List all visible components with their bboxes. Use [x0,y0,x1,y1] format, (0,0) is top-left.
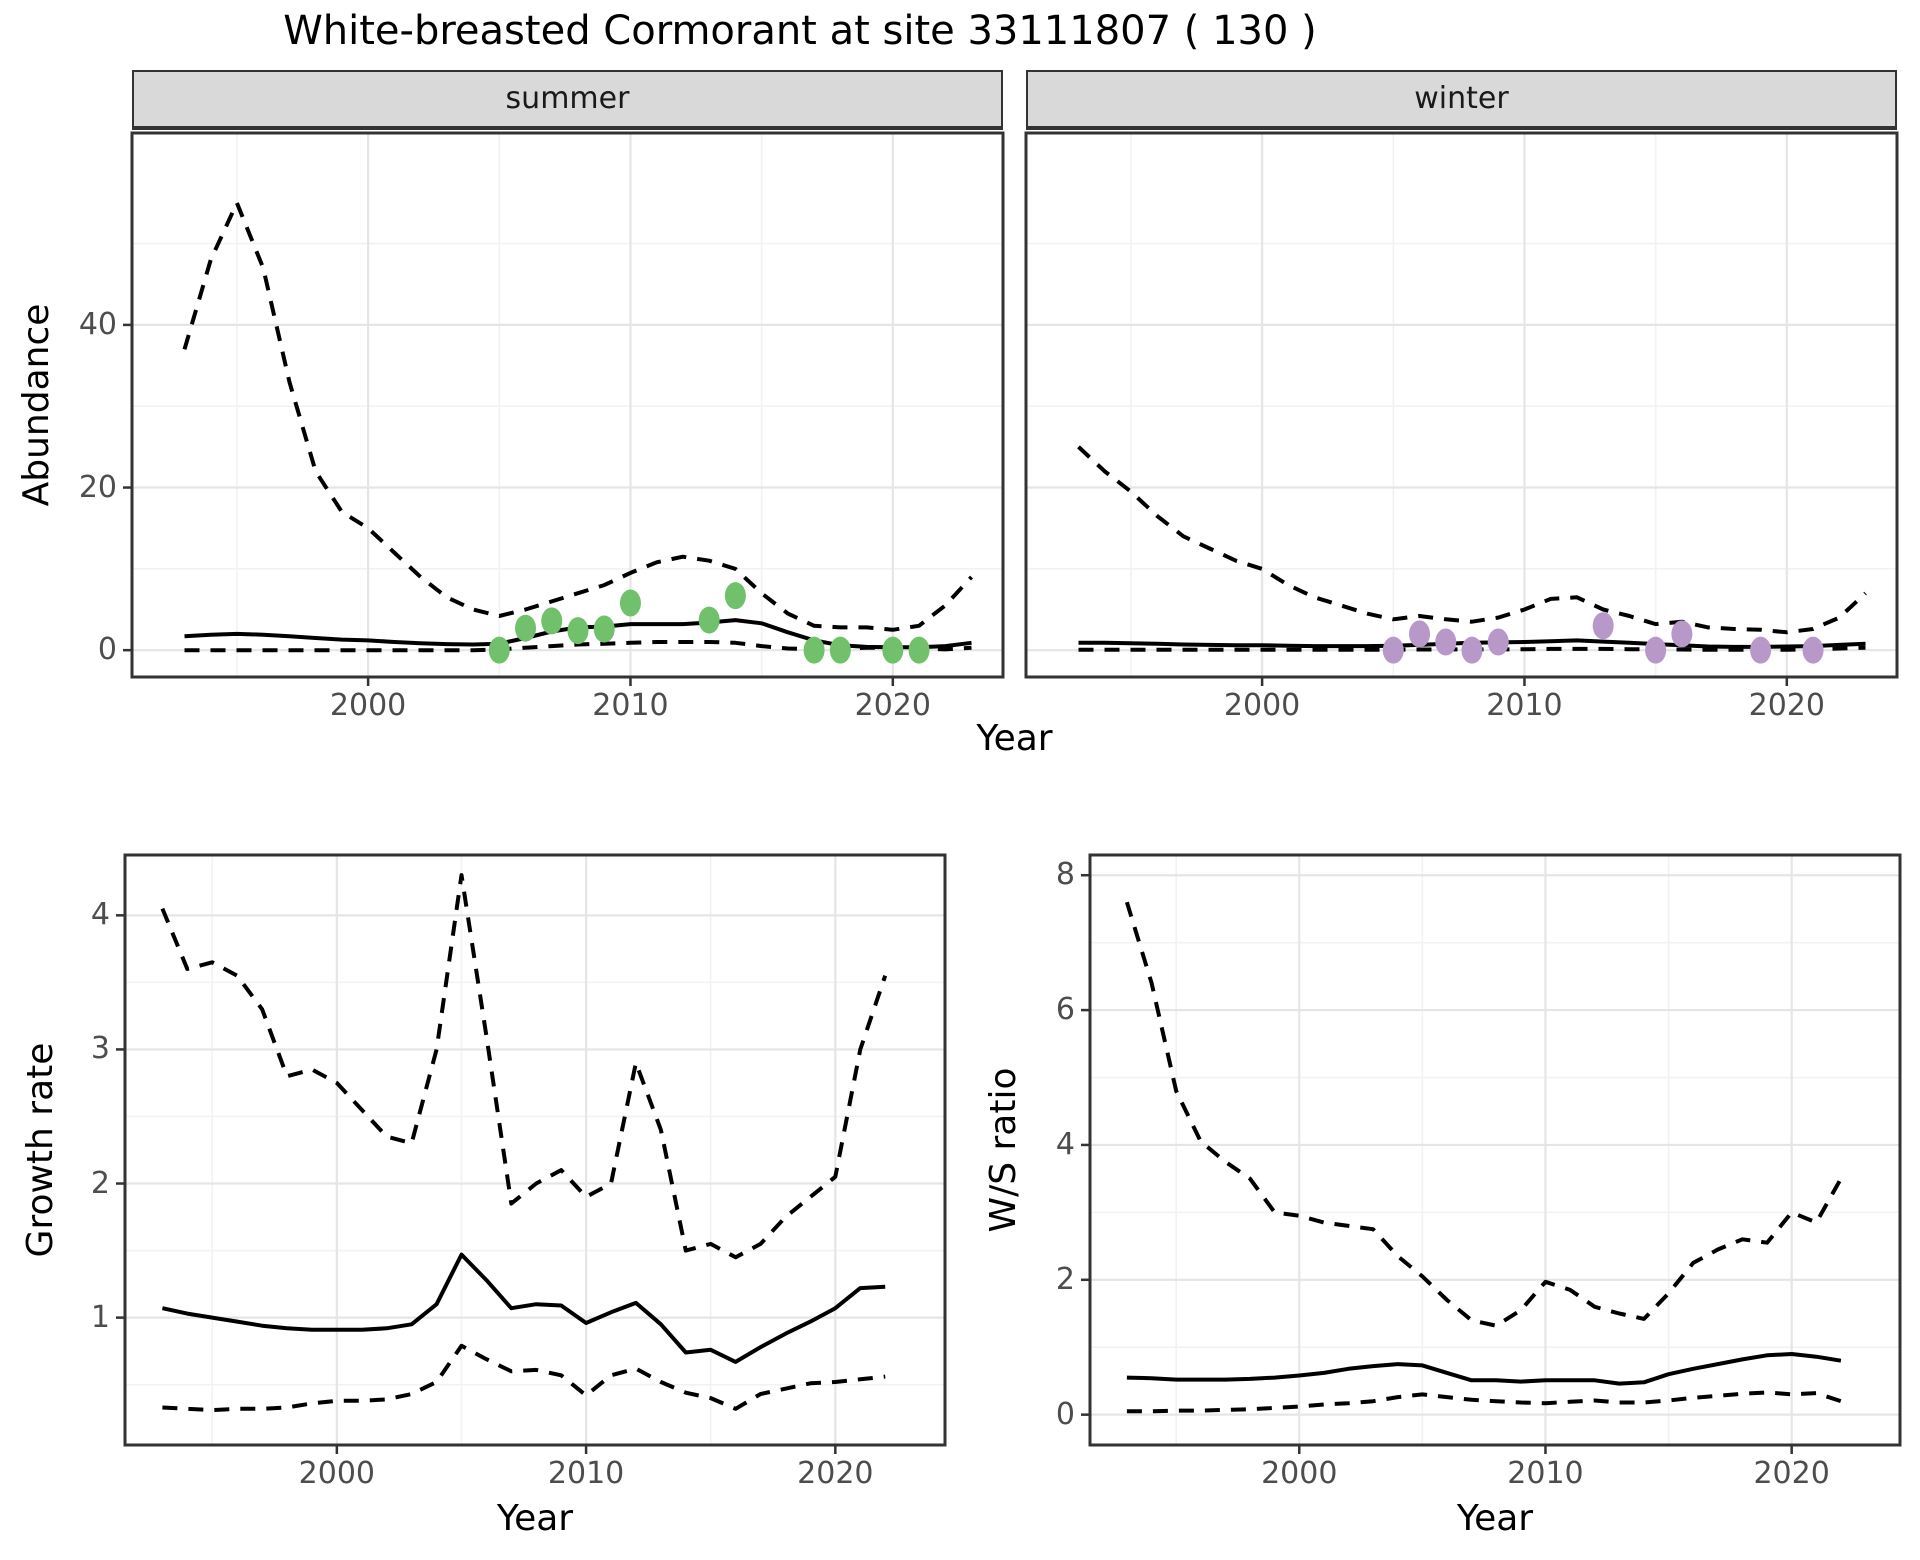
y-axis-title-growth-rate: Growth rate [20,1042,61,1258]
facet-strip-summer-label: summer [505,81,630,116]
x-tick-label: 2010 [1486,688,1563,723]
data-point-observed_counts [619,589,641,617]
data-point-observed_counts [1750,636,1772,664]
x-tick-label: 2000 [1261,1456,1338,1491]
y-tick-label: 2 [1055,1261,1075,1297]
data-point-observed_counts [724,582,746,610]
data-point-observed_counts [1461,636,1483,664]
abundance-summer-plot [123,131,1005,686]
series-modelled_mean [161,1252,886,1364]
y-tick-label: 6 [1055,992,1075,1028]
data-point-observed_counts [1671,620,1693,648]
data-point-observed_counts [803,636,825,664]
x-tick-label: 2000 [298,1456,376,1491]
facet-strip-winter: winter [1026,70,1897,130]
series-lower_ci [162,1343,886,1413]
y-tick-label: 4 [90,897,110,933]
facet-strip-summer: summer [132,70,1003,130]
y-tick-label: 40 [78,306,117,342]
x-tick-label: 2010 [592,688,669,723]
data-point-observed_counts [1645,636,1667,664]
series-upper_ci [160,873,888,1260]
data-point-observed_counts [1382,636,1404,664]
data-point-observed_counts [1435,628,1457,656]
y-tick-label: 4 [1055,1126,1075,1162]
ws-ratio-plot [1081,853,1902,1454]
chart-title: White-breasted Cormorant at site 3311180… [283,8,1317,54]
x-axis-title-year-growth: Year [496,1498,574,1539]
abundance-winter-plot [1024,131,1899,686]
data-point-observed_counts [1592,612,1614,640]
x-axis-title-year-top: Year [976,718,1053,759]
series-modelled_mean [1126,1352,1842,1386]
data-point-observed_counts [698,606,720,634]
data-point-observed_counts [908,636,930,664]
series-upper_ci [1124,901,1843,1328]
x-tick-label: 2010 [547,1456,625,1491]
data-point-observed_counts [593,615,615,643]
y-tick-label: 2 [90,1165,110,1201]
facet-strip-winter-label: winter [1414,81,1509,116]
y-tick-label: 0 [97,632,117,668]
y-axis-title-abundance: Abundance [16,303,57,507]
data-point-observed_counts [488,636,510,664]
data-point-observed_counts [882,636,904,664]
data-point-observed_counts [515,614,537,642]
x-axis-title-year-ws: Year [1456,1498,1534,1539]
data-point-observed_counts [541,607,563,635]
y-tick-label: 8 [1055,857,1075,893]
x-tick-label: 2020 [1748,688,1825,723]
y-tick-label: 1 [90,1299,110,1335]
y-tick-label: 0 [1055,1396,1075,1432]
data-point-observed_counts [1802,636,1824,664]
x-tick-label: 2010 [1507,1456,1584,1491]
data-point-observed_counts [1487,628,1509,656]
y-tick-label: 3 [90,1031,110,1067]
x-tick-label: 2020 [854,688,931,723]
y-tick-label: 20 [78,469,117,505]
data-point-observed_counts [567,617,589,645]
x-tick-label: 2020 [797,1456,874,1491]
series-upper_ci [182,200,973,632]
data-point-observed_counts [1409,620,1431,648]
data-point-observed_counts [829,636,851,664]
x-tick-label: 2000 [329,688,407,723]
growth-rate-plot [116,853,947,1454]
x-tick-label: 2000 [1223,688,1301,723]
series-upper_ci [1077,445,1867,635]
x-tick-label: 2020 [1753,1456,1830,1491]
